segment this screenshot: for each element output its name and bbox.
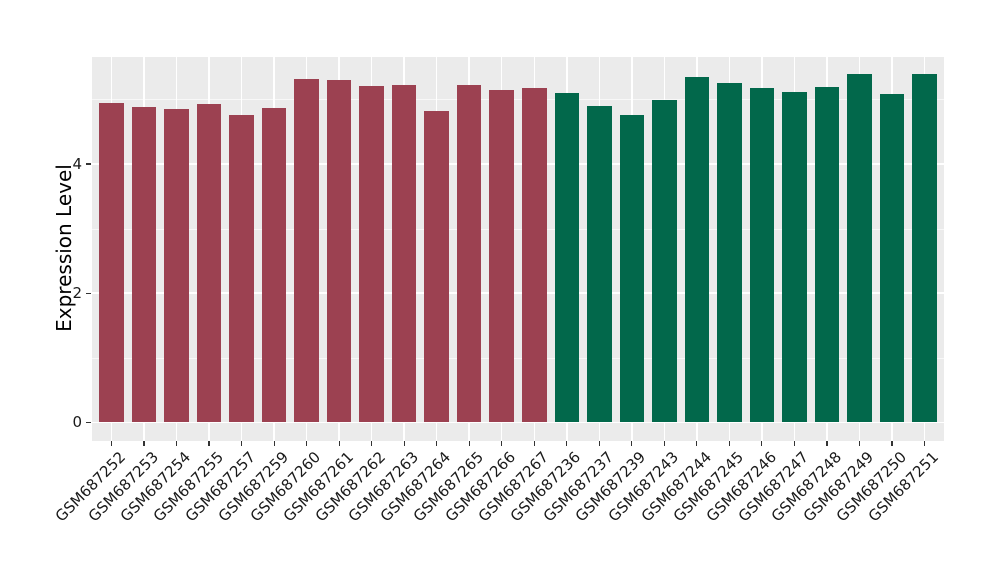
- y-tick-label: 2: [72, 284, 82, 303]
- bar-GSM687257: [229, 114, 254, 423]
- gridline-major-y0: [92, 421, 944, 424]
- bar-GSM687248: [814, 87, 840, 423]
- y-tick-mark: [86, 292, 91, 294]
- x-tick-mark: [598, 441, 600, 446]
- bar-GSM687252: [99, 102, 124, 423]
- x-tick-mark: [761, 441, 763, 446]
- x-tick-mark: [143, 441, 145, 446]
- x-tick-mark: [371, 441, 373, 446]
- bar-GSM687236: [554, 92, 580, 423]
- x-tick-mark: [728, 441, 730, 446]
- x-tick-mark: [696, 441, 698, 446]
- x-tick-mark: [208, 441, 210, 446]
- bar-GSM687247: [782, 92, 807, 423]
- bar-GSM687267: [522, 87, 547, 423]
- bar-GSM687251: [912, 74, 937, 423]
- x-tick-mark: [566, 441, 568, 446]
- bar-GSM687245: [717, 83, 742, 423]
- bar-GSM687266: [489, 90, 514, 423]
- x-tick-mark: [793, 441, 795, 446]
- bar-GSM687237: [587, 105, 612, 423]
- x-tick-mark: [858, 441, 861, 446]
- x-tick-mark: [110, 441, 113, 446]
- bar-GSM687259: [261, 108, 287, 423]
- bar-GSM687263: [391, 85, 417, 423]
- x-tick-mark: [533, 441, 535, 446]
- y-tick-mark: [86, 163, 91, 165]
- bar-GSM687260: [294, 79, 319, 423]
- x-tick-mark: [403, 441, 405, 446]
- gridline-major-y4: [92, 163, 944, 165]
- bar-GSM687265: [456, 85, 482, 423]
- x-tick-mark: [240, 441, 243, 446]
- bar-GSM687250: [879, 94, 905, 423]
- bar-GSM687244: [684, 76, 710, 423]
- x-tick-mark: [175, 441, 178, 446]
- gridline-minor-y5: [92, 99, 944, 101]
- y-tick-label: 4: [72, 154, 82, 173]
- bar-GSM687246: [749, 88, 775, 423]
- bar-GSM687254: [164, 109, 189, 423]
- bar-GSM687261: [326, 80, 352, 423]
- bar-GSM687255: [196, 103, 222, 423]
- x-tick-mark: [501, 441, 503, 446]
- bar-GSM687239: [619, 114, 645, 423]
- gridline-minor-y1: [92, 357, 944, 359]
- x-tick-mark: [923, 441, 926, 446]
- gridline-minor-y3: [92, 228, 944, 230]
- x-tick-mark: [273, 441, 275, 446]
- bar-GSM687253: [131, 107, 157, 423]
- bar-GSM687243: [652, 100, 677, 423]
- x-tick-mark: [826, 441, 828, 446]
- x-tick-mark: [436, 441, 438, 446]
- x-tick-mark: [338, 441, 340, 446]
- x-tick-mark: [468, 441, 470, 446]
- bar-GSM687249: [847, 73, 872, 423]
- bar-GSM687262: [359, 86, 384, 423]
- bar-GSM687264: [424, 111, 449, 423]
- y-tick-label: 0: [72, 413, 82, 432]
- x-tick-mark: [631, 441, 633, 446]
- x-tick-mark: [663, 441, 665, 446]
- y-axis-title: Expression Level: [52, 164, 76, 332]
- gridline-major-y2: [92, 292, 944, 294]
- x-tick-mark: [891, 441, 893, 446]
- y-tick-mark: [86, 421, 91, 423]
- x-tick-mark: [306, 441, 308, 446]
